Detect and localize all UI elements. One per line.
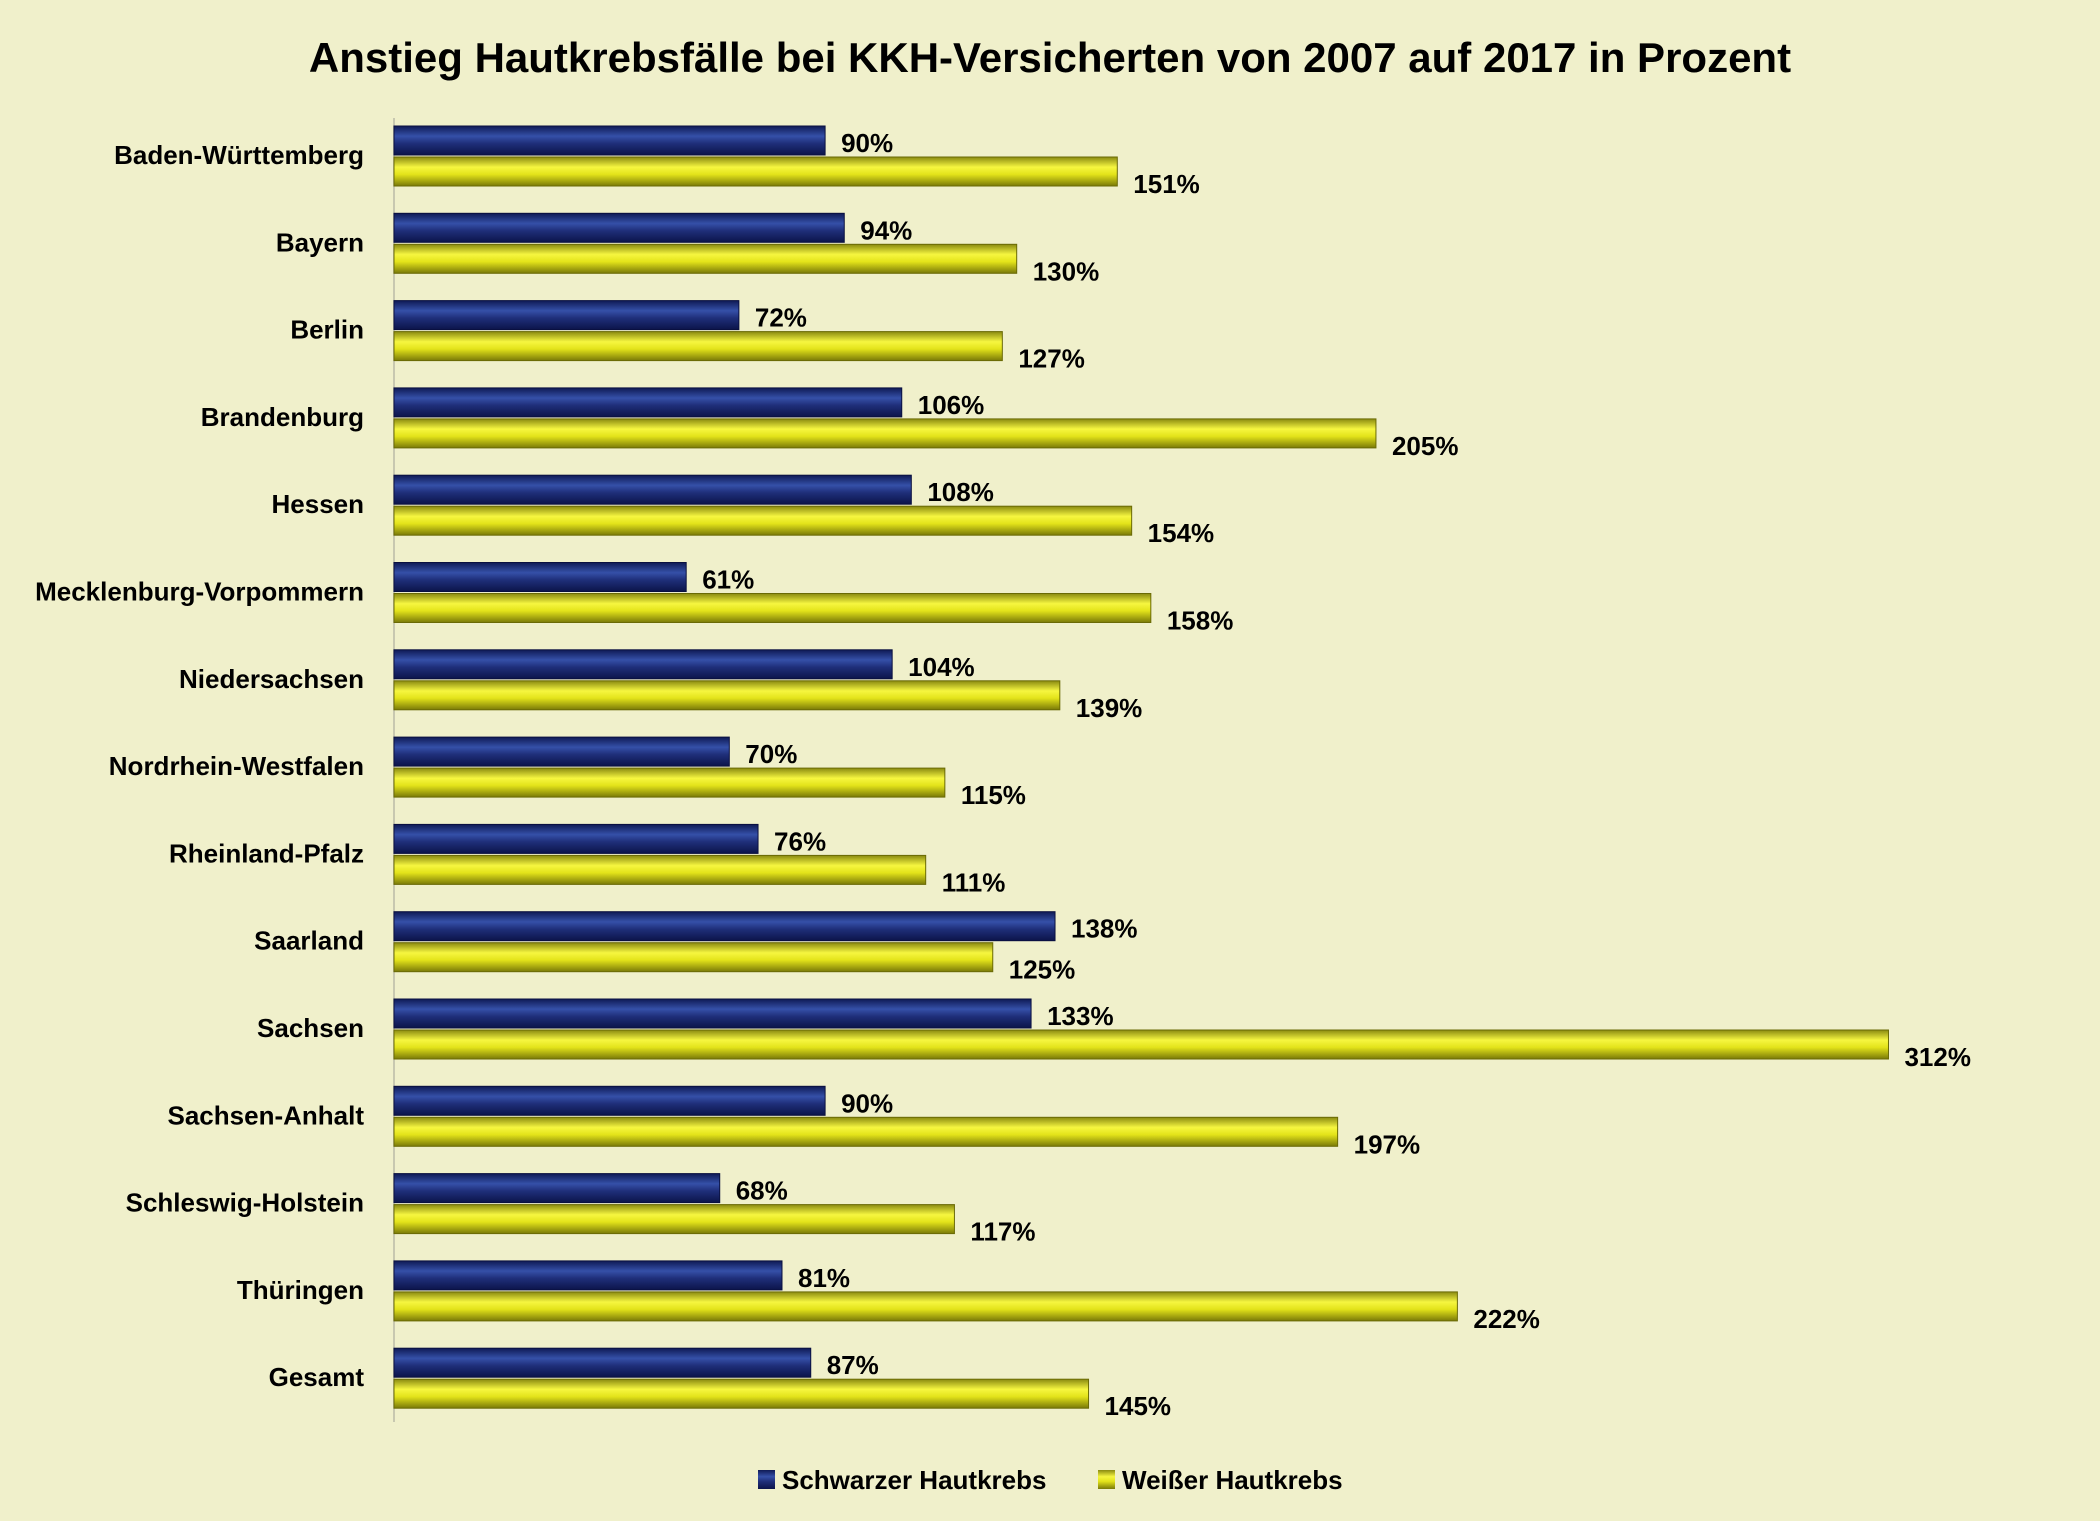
data-label: 154%	[1148, 518, 1215, 548]
bar-schwarzer	[393, 125, 826, 156]
data-label: 108%	[927, 477, 994, 507]
bar-schwarzer	[393, 300, 740, 331]
bar-schwarzer	[393, 474, 912, 505]
bar-weisser	[393, 680, 1061, 711]
category-label: Hessen	[272, 489, 365, 519]
bar-schwarzer	[393, 1173, 721, 1204]
data-label: 104%	[908, 652, 975, 682]
bar-weisser	[393, 1291, 1458, 1322]
bar-weisser	[393, 942, 994, 973]
bar-weisser	[393, 767, 946, 798]
bar-weisser	[393, 1116, 1339, 1147]
bar-schwarzer	[393, 736, 730, 767]
data-label: 90%	[841, 128, 893, 158]
bar-weisser	[393, 854, 927, 885]
bar-weisser	[393, 331, 1003, 362]
bar-weisser	[393, 593, 1152, 623]
bar-schwarzer	[393, 387, 903, 418]
bar-schwarzer	[393, 911, 1056, 942]
category-label: Thüringen	[237, 1275, 364, 1305]
bar-weisser	[393, 1378, 1090, 1409]
category-label: Rheinland-Pfalz	[169, 838, 364, 868]
category-label: Saarland	[254, 926, 364, 956]
data-label: 115%	[961, 780, 1026, 810]
data-label: 68%	[736, 1176, 788, 1206]
data-label: 106%	[918, 390, 985, 420]
category-label: Niedersachsen	[179, 664, 364, 694]
category-label: Gesamt	[269, 1362, 365, 1392]
data-label: 133%	[1047, 1001, 1114, 1031]
data-label: 72%	[755, 303, 807, 333]
bar-weisser	[393, 156, 1118, 187]
data-label: 81%	[798, 1263, 850, 1293]
category-label: Baden-Württemberg	[114, 140, 364, 170]
data-label: 87%	[827, 1350, 879, 1380]
legend-label-schwarzer: Schwarzer Hautkrebs	[782, 1465, 1046, 1495]
bar-schwarzer	[393, 1347, 812, 1378]
data-label: 138%	[1071, 914, 1138, 944]
bar-schwarzer	[393, 1260, 783, 1291]
category-label: Bayern	[276, 227, 364, 257]
chart-title: Anstieg Hautkrebsfälle bei KKH-Versicher…	[309, 34, 1791, 81]
bar-schwarzer	[393, 823, 759, 854]
data-label: 90%	[841, 1088, 893, 1118]
category-label: Schleswig-Holstein	[126, 1188, 364, 1218]
data-label: 111%	[942, 867, 1006, 897]
data-label: 197%	[1354, 1129, 1421, 1159]
data-label: 145%	[1105, 1391, 1172, 1421]
bar-weisser	[393, 418, 1377, 449]
data-label: 151%	[1133, 169, 1200, 199]
legend-swatch-weisser	[1098, 1470, 1115, 1489]
legend-swatch-schwarzer	[758, 1470, 775, 1489]
data-label: 70%	[745, 739, 797, 769]
bar-schwarzer	[393, 1085, 826, 1116]
category-label: Mecklenburg-Vorpommern	[35, 577, 364, 607]
data-label: 117%	[970, 1217, 1035, 1247]
data-label: 127%	[1018, 344, 1085, 374]
data-label: 205%	[1392, 431, 1459, 461]
data-label: 76%	[774, 826, 826, 856]
data-label: 158%	[1167, 606, 1234, 636]
bar-schwarzer	[393, 649, 893, 680]
category-label: Berlin	[290, 315, 364, 345]
bar-weisser	[393, 1029, 1889, 1060]
bar-schwarzer	[393, 998, 1032, 1029]
bar-schwarzer	[393, 212, 845, 243]
legend-label-weisser: Weißer Hautkrebs	[1122, 1465, 1343, 1495]
category-label: Brandenburg	[201, 402, 364, 432]
legend: Schwarzer Hautkrebs Weißer Hautkrebs	[758, 1465, 1343, 1495]
data-label: 125%	[1009, 955, 1076, 985]
category-label: Sachsen	[257, 1013, 364, 1043]
data-label: 61%	[702, 565, 754, 595]
bar-weisser	[393, 1204, 955, 1235]
data-label: 222%	[1473, 1304, 1540, 1334]
bar-weisser	[393, 243, 1018, 274]
data-label: 312%	[1904, 1042, 1971, 1072]
category-label: Nordrhein-Westfalen	[109, 751, 364, 781]
bar-weisser	[393, 505, 1133, 536]
data-label: 94%	[860, 215, 912, 245]
bar-schwarzer	[393, 562, 687, 592]
data-label: 139%	[1076, 693, 1143, 723]
category-label: Sachsen-Anhalt	[168, 1100, 365, 1130]
data-label: 130%	[1033, 256, 1100, 286]
